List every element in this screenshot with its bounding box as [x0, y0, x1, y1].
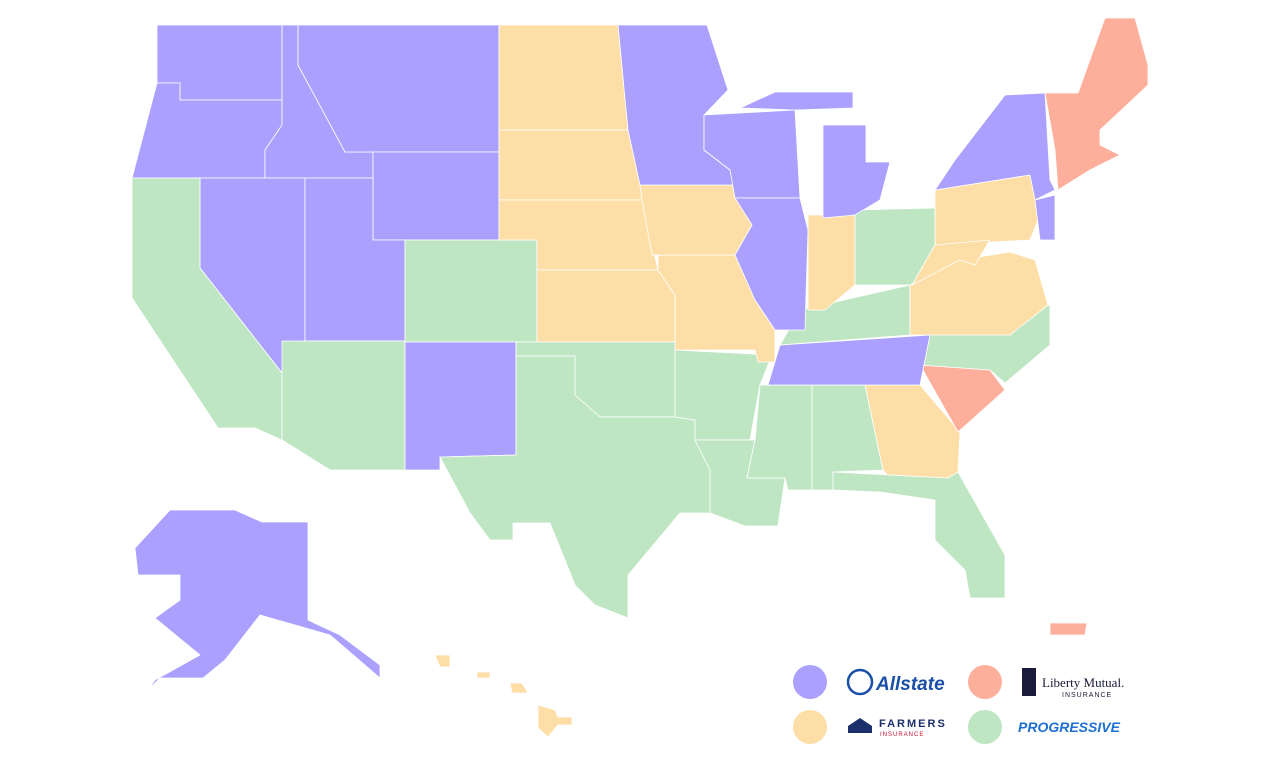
state	[536, 269, 676, 343]
state	[934, 92, 1056, 201]
logo-icon	[1022, 668, 1036, 696]
state	[439, 355, 711, 619]
state	[498, 129, 643, 201]
state	[734, 197, 809, 331]
state	[807, 214, 856, 311]
legend-logo: INSURANCE	[880, 732, 924, 738]
legend-logo: PROGRESSIVE	[1018, 719, 1121, 735]
state	[1034, 194, 1056, 241]
legend-logo: Allstate	[875, 674, 945, 695]
state	[822, 124, 891, 219]
legend-swatch	[968, 665, 1002, 699]
states	[131, 17, 1149, 738]
state	[832, 471, 1006, 599]
state	[911, 239, 991, 286]
state	[739, 91, 854, 111]
logo-icon	[846, 668, 874, 696]
state	[134, 509, 381, 691]
state	[509, 682, 529, 694]
state	[617, 24, 736, 186]
state	[281, 340, 406, 471]
state	[404, 341, 517, 471]
legend-swatch	[793, 665, 827, 699]
legend-swatch	[793, 710, 827, 744]
legend-logo: FARMERS	[879, 718, 947, 730]
logo-icon	[848, 718, 872, 733]
state	[476, 671, 491, 679]
legend: Allstate Liberty Mutual. INSURANCE FARME…	[793, 665, 1124, 744]
legend-logo: INSURANCE	[1062, 692, 1112, 699]
state	[372, 151, 500, 241]
state	[404, 239, 538, 343]
state	[767, 334, 931, 386]
legend-logo: Liberty Mutual.	[1042, 675, 1124, 690]
state	[1044, 17, 1149, 191]
state	[498, 24, 629, 131]
state	[434, 654, 451, 668]
territory	[1049, 622, 1088, 636]
state	[537, 704, 573, 738]
legend-swatch	[968, 710, 1002, 744]
